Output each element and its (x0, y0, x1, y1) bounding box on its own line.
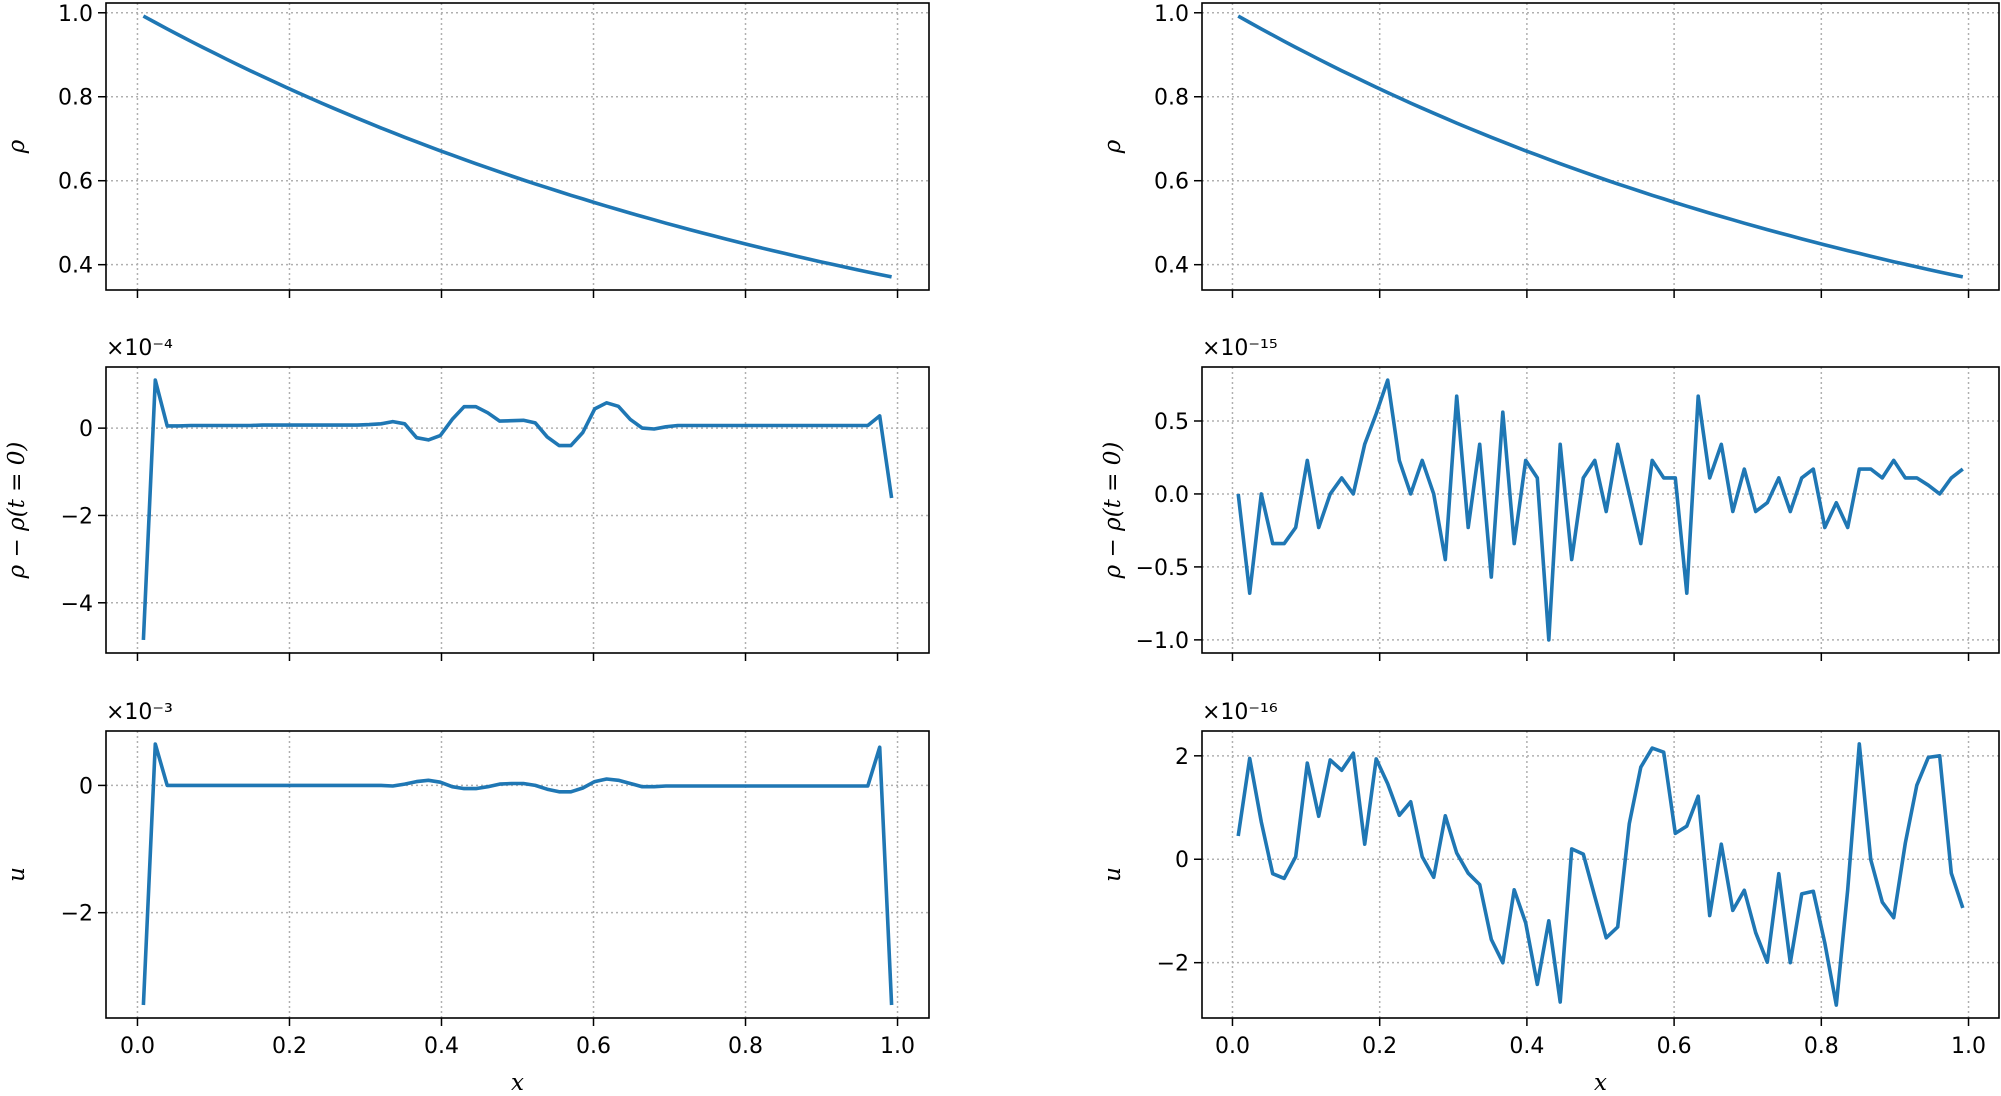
y-tick-label: −2 (61, 504, 93, 529)
y-tick-label: 0.4 (58, 254, 93, 279)
x-tick-label: 0.2 (1362, 1034, 1397, 1059)
y-axis-label: ρ (4, 139, 30, 154)
x-tick-label: 0.0 (120, 1034, 155, 1059)
y-tick-label: 2 (1175, 745, 1189, 770)
y-tick-label: 0 (79, 417, 93, 442)
y-tick-label: 0 (1175, 848, 1189, 873)
axes-frame (1201, 730, 2000, 1019)
y-tick-label: 0.8 (58, 86, 93, 111)
data-series-line (141, 378, 894, 640)
y-tick-label: 0.0 (1154, 483, 1189, 508)
y-tick-label: −1.0 (1136, 629, 1189, 654)
axes-frame (105, 366, 930, 654)
data-series-line (1236, 378, 1964, 642)
y-tick-label: 0.8 (1154, 86, 1189, 111)
x-tick-label: 0.6 (576, 1034, 611, 1059)
y-tick-label: 0.4 (1154, 254, 1189, 279)
x-tick-label: 0.8 (728, 1034, 763, 1059)
offset-label: ×10⁻¹⁵ (1202, 336, 1278, 361)
axes-frame (105, 2, 930, 291)
x-axis-label: x (511, 1070, 524, 1096)
y-axis-label: u (1100, 867, 1126, 882)
y-tick-label: 0.6 (58, 170, 93, 195)
data-series-line (141, 742, 894, 1006)
panel-top-right: 0.4 0.6 0.8 1.0 ρ (1100, 2, 2000, 298)
x-axis-label: x (1594, 1070, 1607, 1096)
x-tick-label: 0.2 (272, 1034, 307, 1059)
x-tick-label: 0.4 (1509, 1034, 1544, 1059)
x-tick-label: 0.0 (1215, 1034, 1250, 1059)
data-series-line (1237, 14, 1964, 279)
offset-label: ×10⁻⁴ (106, 336, 173, 361)
axes-frame (1201, 366, 2000, 654)
y-tick-label: −4 (61, 592, 93, 617)
y-tick-label: −2 (1157, 952, 1189, 977)
y-tick-label: −0.5 (1136, 556, 1189, 581)
panel-top-left: 0.4 0.6 0.8 1.0 ρ (4, 2, 930, 298)
data-series-line (142, 14, 892, 279)
data-series-line (1236, 742, 1965, 1007)
y-tick-label: 1.0 (58, 2, 93, 27)
y-axis-label: u (4, 867, 30, 882)
x-tick-label: 1.0 (1951, 1034, 1986, 1059)
x-tick-label: 1.0 (880, 1034, 915, 1059)
y-axis-label: ρ − ρ(t = 0) (4, 442, 30, 580)
axes-frame (105, 730, 930, 1019)
y-axis-label: ρ (1100, 139, 1126, 154)
panel-bottom-right: 0.0 0.2 0.4 0.6 0.8 1.0 −2 0 2 u ×10⁻¹⁶ x (1100, 700, 2000, 1096)
y-axis-label: ρ − ρ(t = 0) (1100, 442, 1126, 580)
x-tick-label: 0.6 (1657, 1034, 1692, 1059)
y-tick-label: 0.6 (1154, 170, 1189, 195)
offset-label: ×10⁻³ (106, 700, 173, 725)
y-tick-label: −2 (61, 902, 93, 927)
offset-label: ×10⁻¹⁶ (1202, 700, 1278, 725)
panel-middle-right: −1.0 −0.5 0.0 0.5 ρ − ρ(t = 0) ×10⁻¹⁵ (1100, 336, 2000, 661)
axes-frame (1201, 2, 2000, 291)
x-tick-label: 0.4 (424, 1034, 459, 1059)
x-tick-label: 0.8 (1804, 1034, 1839, 1059)
y-tick-label: 0.5 (1154, 410, 1189, 435)
panel-middle-left: −4 −2 0 ρ − ρ(t = 0) ×10⁻⁴ (4, 336, 930, 661)
panel-bottom-left: 0.0 0.2 0.4 0.6 0.8 1.0 −2 0 u ×10⁻³ x (4, 700, 930, 1096)
y-tick-label: 0 (79, 774, 93, 799)
y-tick-label: 1.0 (1154, 2, 1189, 27)
